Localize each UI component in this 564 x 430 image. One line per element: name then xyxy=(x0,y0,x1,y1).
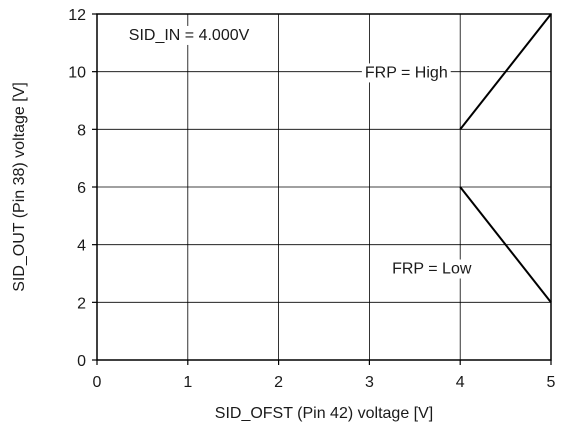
annotation-2: FRP = Low xyxy=(389,259,475,279)
annotation-bg xyxy=(361,63,451,83)
y-tick-label: 8 xyxy=(77,122,86,139)
x-tick-label: 5 xyxy=(547,374,556,391)
y-tick-label: 2 xyxy=(77,295,86,312)
annotation-text: SID_IN = 4.000V xyxy=(129,27,250,44)
annotation-text: FRP = High xyxy=(365,64,448,81)
series-line-0 xyxy=(459,13,552,130)
x-tick-label: 0 xyxy=(93,374,102,391)
y-tick-label: 12 xyxy=(68,7,86,24)
annotations: SID_IN = 4.000V FRP = High FRP = Low xyxy=(125,25,475,279)
series-group xyxy=(459,13,552,303)
x-tick-label: 2 xyxy=(274,374,283,391)
annotation-bg xyxy=(389,259,475,279)
x-tick-label: 4 xyxy=(456,374,465,391)
annotation-1: FRP = High xyxy=(361,63,451,83)
annotation-bg xyxy=(125,25,253,45)
annotation-text: FRP = Low xyxy=(392,261,472,278)
series-line-1 xyxy=(459,186,552,303)
y-tick-labels: 0 2 4 6 8 10 12 xyxy=(68,7,97,370)
x-tick-label: 1 xyxy=(183,374,192,391)
x-tick-labels: 0 1 2 3 4 5 xyxy=(93,360,556,391)
y-tick-label: 0 xyxy=(77,353,86,370)
y-tick-label: 10 xyxy=(68,65,86,82)
grid xyxy=(97,14,551,360)
x-axis-label: SID_OFST (Pin 42) voltage [V] xyxy=(215,405,433,422)
x-tick-label: 3 xyxy=(365,374,374,391)
y-tick-label: 6 xyxy=(77,180,86,197)
annotation-0: SID_IN = 4.000V xyxy=(125,25,253,45)
y-tick-label: 4 xyxy=(77,238,86,255)
y-axis-label: SID_OUT (Pin 38) voltage [V] xyxy=(11,82,28,292)
